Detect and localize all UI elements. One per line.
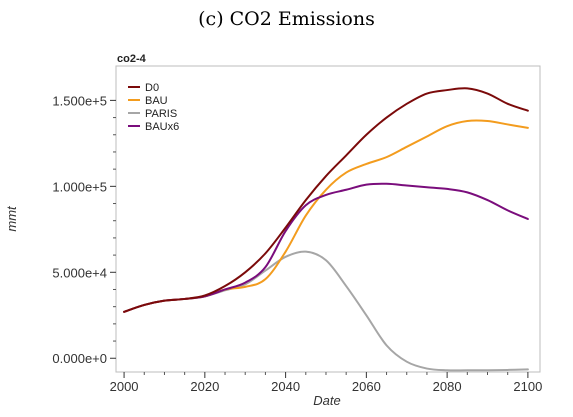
series-line-d0 <box>123 87 529 313</box>
x-tick-label: 2060 <box>352 379 381 394</box>
figure-caption: (c) CO2 Emissions <box>198 8 375 30</box>
plot-title: co2-4 <box>117 53 147 65</box>
x-tick-label: 2040 <box>271 379 300 394</box>
x-axis-title: Date <box>313 393 340 408</box>
plot-frame <box>115 65 541 373</box>
y-tick-label: 5.000e+4 <box>52 265 107 280</box>
legend-label: BAUx6 <box>145 121 179 133</box>
x-tick-label: 2100 <box>513 379 542 394</box>
y-tick-label: 0.000e+0 <box>52 351 107 366</box>
series-line-baux6 <box>123 182 529 313</box>
y-tick-label: 1.000e+5 <box>52 179 107 194</box>
x-tick-label: 2080 <box>433 379 462 394</box>
legend-label: D0 <box>145 82 159 94</box>
y-tick-label: 1.500e+5 <box>52 93 107 108</box>
axes: 0.000e+0 5.000e+4 1.000e+5 1.500e+5 2000 2020… <box>52 93 542 394</box>
series-line-bau <box>123 119 529 313</box>
legend-label: PARIS <box>145 108 177 120</box>
x-tick-label: 2020 <box>190 379 219 394</box>
series-layer <box>123 87 529 372</box>
legend-label: BAU <box>145 95 168 107</box>
y-axis-title: mmt <box>4 205 19 232</box>
x-tick-label: 2000 <box>110 379 139 394</box>
series-line-paris <box>123 250 529 372</box>
